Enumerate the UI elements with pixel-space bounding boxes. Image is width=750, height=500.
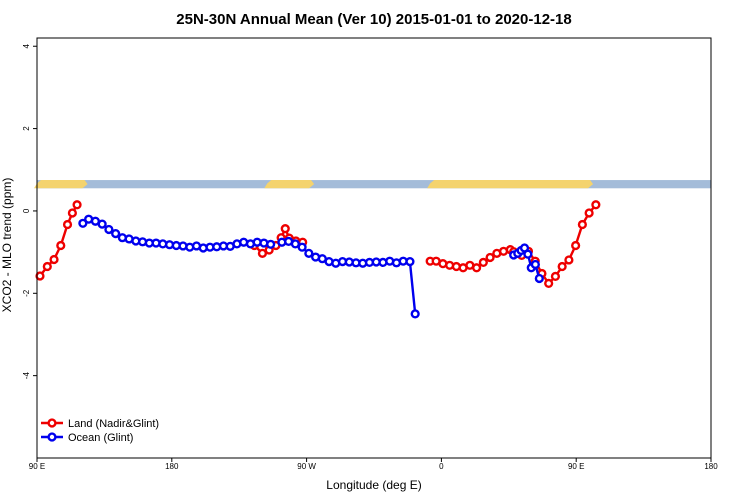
y-axis-label: XCO2 - MLO trend (ppm) <box>0 178 14 313</box>
data-point <box>485 252 495 263</box>
x-tick-label: 90 W <box>297 462 316 471</box>
data-point <box>62 219 73 230</box>
legend-entry: Ocean (Glint) <box>68 432 133 444</box>
x-tick-label: 180 <box>165 462 179 471</box>
data-point <box>564 255 574 265</box>
x-axis: 90 E 180 90 W 0 90 E 180 <box>29 458 718 471</box>
data-point <box>530 259 540 270</box>
y-tick-label: 2 <box>22 126 31 131</box>
x-tick-label: 0 <box>439 462 444 471</box>
data-point <box>266 239 276 249</box>
data-point <box>557 261 567 272</box>
plot-frame <box>36 37 712 459</box>
legend-marker <box>47 418 57 428</box>
data-point <box>591 200 601 210</box>
data-point <box>290 239 300 249</box>
data-point <box>97 219 107 229</box>
data-point <box>78 218 88 228</box>
data-point <box>544 278 554 289</box>
data-point <box>478 257 488 268</box>
map-land-area <box>264 180 315 189</box>
y-axis: 4 2 0 -2 -4 <box>22 43 37 379</box>
legend-marker <box>47 432 57 442</box>
data-point <box>42 261 52 272</box>
legend: Land (Nadir&Glint) Ocean (Glint) <box>41 418 159 444</box>
map-land-area <box>427 180 594 189</box>
data-point <box>534 273 544 284</box>
x-tick-label: 90 E <box>29 462 45 471</box>
series-line <box>403 260 417 315</box>
data-point <box>550 271 561 282</box>
data-point <box>56 240 66 251</box>
data-point <box>111 228 121 239</box>
data-point <box>584 208 594 218</box>
series-layer <box>35 200 601 319</box>
y-tick-label: 0 <box>22 208 31 213</box>
series-1 <box>78 214 544 319</box>
x-tick-label: 180 <box>704 462 718 471</box>
series-0 <box>35 200 601 289</box>
data-point <box>280 224 290 234</box>
data-point <box>297 242 307 252</box>
data-point <box>257 248 268 258</box>
data-point <box>577 219 587 230</box>
y-tick-label: -4 <box>22 372 31 380</box>
y-tick-label: 4 <box>22 43 31 48</box>
data-point <box>410 309 420 319</box>
data-point <box>471 263 482 273</box>
legend-entry: Land (Nadir&Glint) <box>68 418 159 430</box>
data-point <box>405 256 415 267</box>
y-tick-label: -2 <box>22 289 31 297</box>
data-point <box>523 249 533 259</box>
chart-title: 25N-30N Annual Mean (Ver 10) 2015-01-01 … <box>176 11 571 28</box>
data-point <box>72 200 82 210</box>
data-point <box>104 224 114 235</box>
map-ocean-band <box>37 180 711 189</box>
map-land-area <box>34 180 88 189</box>
data-point <box>571 240 581 251</box>
x-axis-label: Longitude (deg E) <box>326 478 421 492</box>
data-point <box>67 208 77 218</box>
data-point <box>35 271 45 281</box>
x-tick-label: 90 E <box>568 462 584 471</box>
data-point <box>304 248 314 258</box>
map-strip <box>34 180 711 189</box>
data-point <box>49 254 59 265</box>
